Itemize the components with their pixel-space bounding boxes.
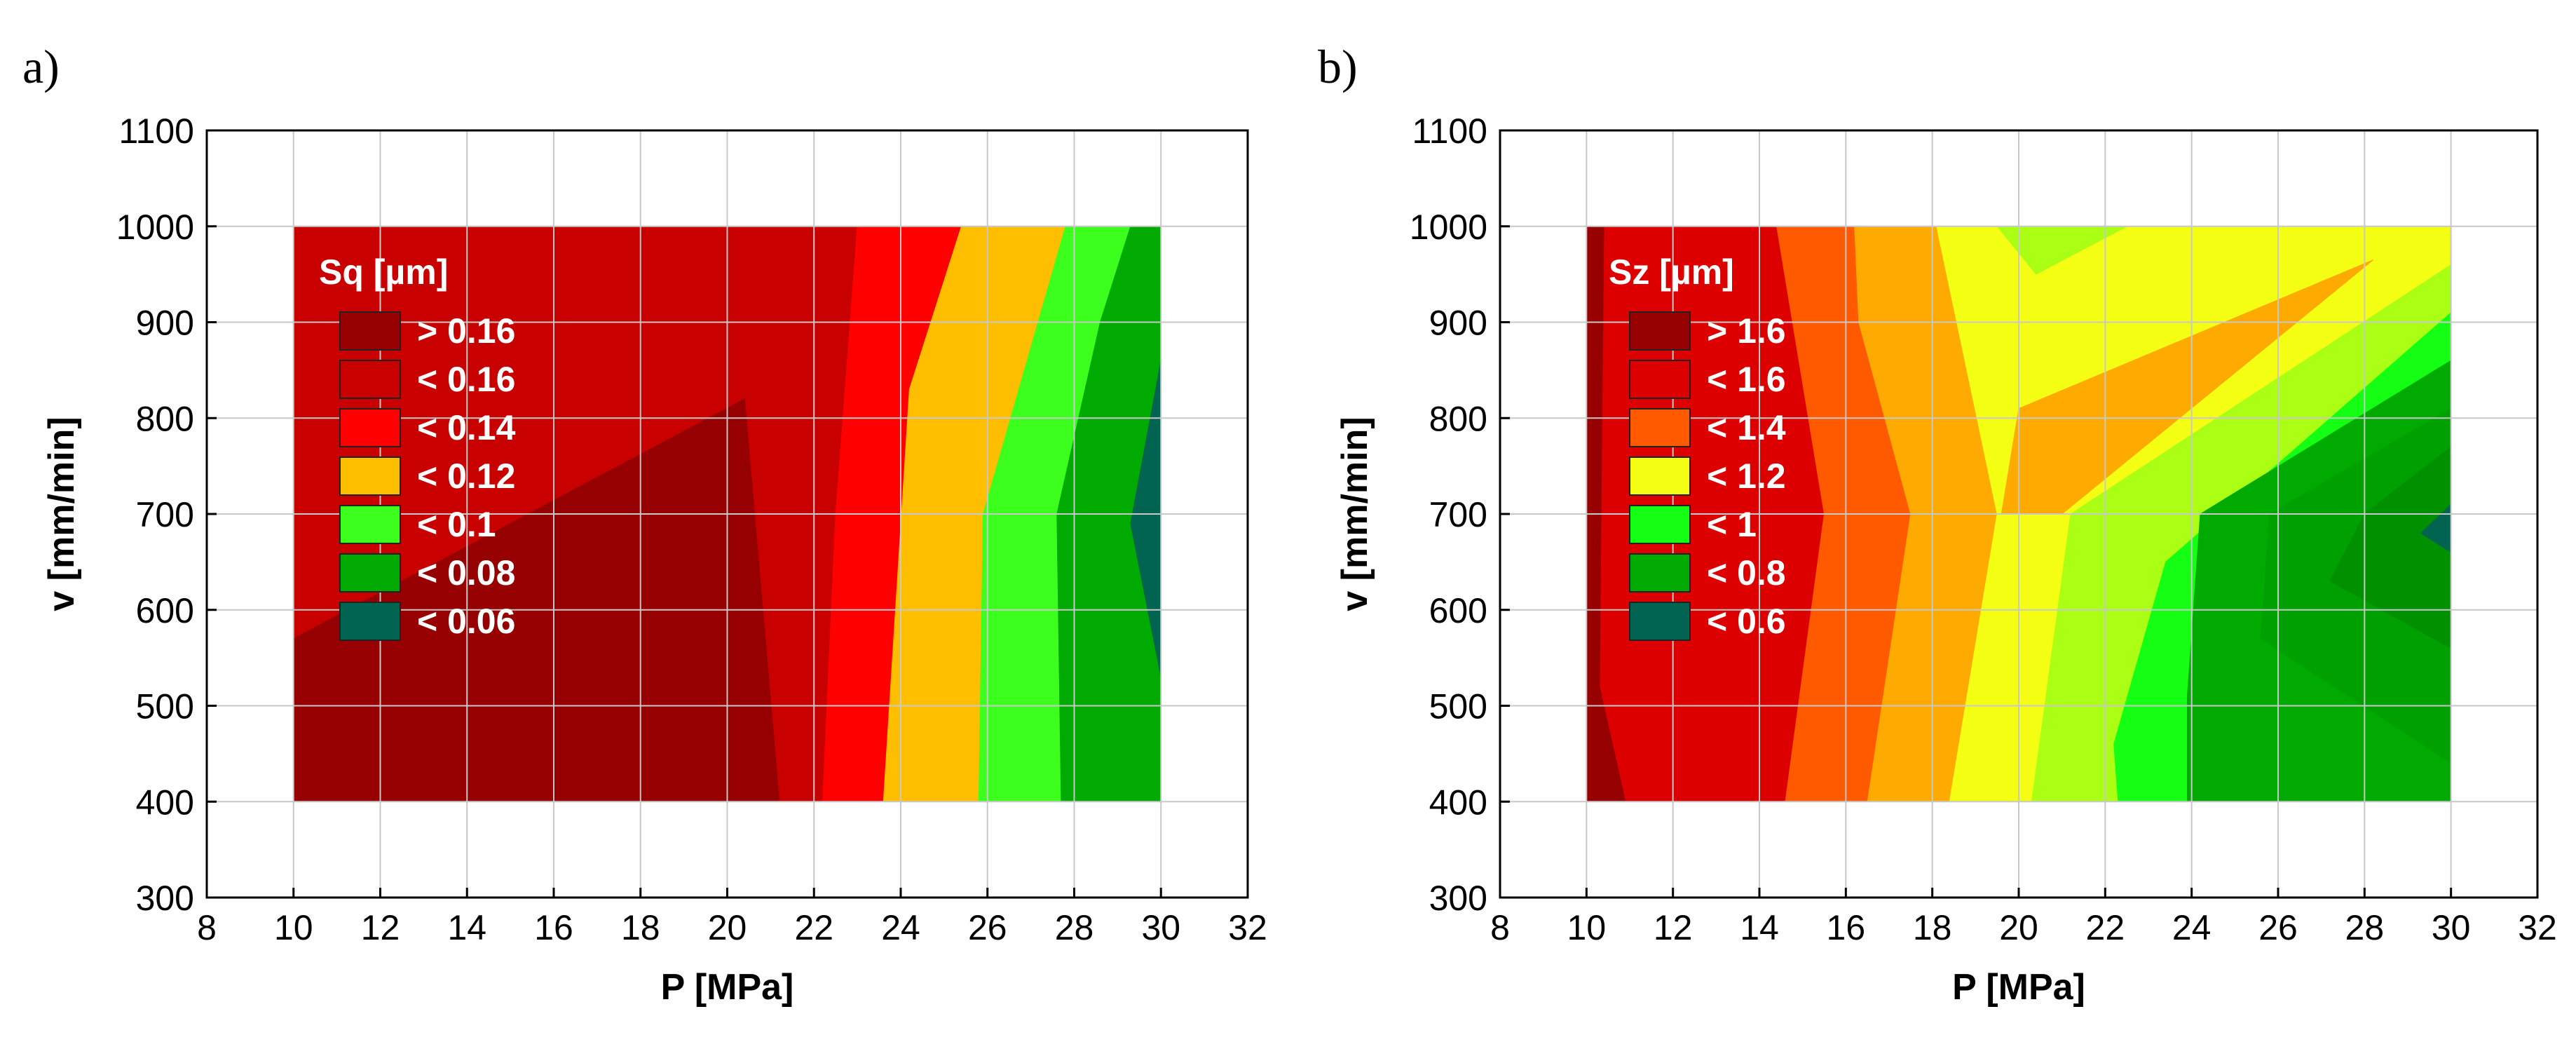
legend-label: > 1.6 xyxy=(1707,311,1786,351)
legend-label: < 0.16 xyxy=(417,360,515,399)
x-tick-label: 20 xyxy=(1999,908,2038,947)
legend-title: Sq [µm] xyxy=(319,252,448,292)
x-tick-label: 18 xyxy=(1913,908,1952,947)
legend-swatch xyxy=(1629,456,1691,496)
y-tick-label: 400 xyxy=(1429,783,1487,822)
x-tick-label: 32 xyxy=(1228,908,1267,947)
legend-label: < 0.6 xyxy=(1707,602,1786,641)
legend-swatch xyxy=(1629,505,1691,544)
y-tick-label: 300 xyxy=(1429,879,1487,918)
x-tick-label: 20 xyxy=(708,908,747,947)
y-tick-label: 800 xyxy=(1429,399,1487,438)
legend-label: > 0.16 xyxy=(417,311,515,351)
x-tick-label: 10 xyxy=(1567,908,1607,947)
x-tick-label: 8 xyxy=(1490,908,1510,947)
legend-swatch xyxy=(339,456,401,496)
legend-swatch xyxy=(339,553,401,593)
legend-label: < 0.8 xyxy=(1707,553,1786,593)
panel-a: a) 8 10 12 14 16 18 20 22 24 26 28 30 32 300 400 500 600 7… xyxy=(22,40,1267,1008)
x-tick-label: 24 xyxy=(881,908,920,947)
x-tick-label: 24 xyxy=(2172,908,2212,947)
y-tick-label: 600 xyxy=(1429,591,1487,630)
legend-swatch xyxy=(339,505,401,544)
y-axis-label: v [mm/min] xyxy=(41,417,82,611)
y-axis-label: v [mm/min] xyxy=(1335,417,1375,611)
legend-swatch xyxy=(1629,553,1691,593)
y-tick-label: 400 xyxy=(136,783,194,822)
x-tick-label: 32 xyxy=(2518,908,2557,947)
panel-label: b) xyxy=(1318,40,1358,93)
y-tick-label: 900 xyxy=(1429,304,1487,343)
x-tick-label: 12 xyxy=(1654,908,1693,947)
x-axis-label: P [MPa] xyxy=(1952,967,2085,1008)
legend-swatch xyxy=(339,360,401,399)
gridlines xyxy=(206,130,1248,898)
x-tick-label: 28 xyxy=(2345,908,2385,947)
x-tick-label: 14 xyxy=(447,908,486,947)
x-axis-label: P [MPa] xyxy=(661,967,794,1008)
x-tick-label: 30 xyxy=(1141,908,1180,947)
legend: Sz [µm] > 1.6 < 1.6 < 1.4 < 1.2 < 1 < 0.8 < 0.6 xyxy=(1609,252,1786,641)
y-tick-label: 900 xyxy=(136,304,194,343)
legend-swatch xyxy=(339,602,401,641)
y-tick-label: 1000 xyxy=(1410,208,1487,247)
y-tick-label: 1100 xyxy=(1412,111,1487,151)
y-tick-label: 500 xyxy=(1429,687,1487,726)
legend: Sq [µm] > 0.16 < 0.16 < 0.14 < 0.12 < 0.1 < 0.… xyxy=(319,252,516,641)
legend-swatch xyxy=(339,311,401,351)
y-tick-label: 500 xyxy=(136,687,194,726)
y-tick-label: 600 xyxy=(136,591,194,630)
legend-swatch xyxy=(1629,602,1691,641)
x-tick-label: 10 xyxy=(274,908,313,947)
x-tick-label: 28 xyxy=(1055,908,1094,947)
legend-label: < 1 xyxy=(1707,505,1757,544)
legend-swatch xyxy=(339,408,401,447)
x-tick-label: 22 xyxy=(794,908,833,947)
legend-label: < 0.08 xyxy=(417,553,515,593)
x-tick-label: 18 xyxy=(621,908,660,947)
y-tick-label: 700 xyxy=(136,495,194,534)
y-tick-label: 1100 xyxy=(118,111,194,151)
y-tick-label: 700 xyxy=(1429,495,1487,534)
y-tick-label: 800 xyxy=(136,399,194,438)
legend-label: < 1.2 xyxy=(1707,456,1786,496)
legend-label: < 1.6 xyxy=(1707,360,1786,399)
panel-b: b) 8 10 12 14 16 18 20 22 24 26 28 30 32 300 400 500 600 7… xyxy=(1318,40,2557,1008)
x-tick-label: 16 xyxy=(1827,908,1866,947)
axis-ticks: 8 10 12 14 16 18 20 22 24 26 28 30 32 300 400 500 600 700… xyxy=(1410,111,2557,947)
x-tick-label: 30 xyxy=(2432,908,2471,947)
x-tick-label: 8 xyxy=(197,908,217,947)
legend-label: < 1.4 xyxy=(1707,408,1786,447)
legend-label: < 0.06 xyxy=(417,602,515,641)
panel-label: a) xyxy=(22,40,60,93)
legend-title: Sz [µm] xyxy=(1609,252,1734,292)
y-tick-label: 1000 xyxy=(116,208,194,247)
axis-ticks: 8 10 12 14 16 18 20 22 24 26 28 30 32 300 400 500 600 700… xyxy=(116,111,1267,947)
x-tick-label: 22 xyxy=(2086,908,2125,947)
legend-swatch xyxy=(1629,408,1691,447)
x-tick-label: 16 xyxy=(534,908,573,947)
legend-swatch xyxy=(1629,360,1691,399)
x-tick-label: 12 xyxy=(361,908,400,947)
x-tick-label: 26 xyxy=(2258,908,2298,947)
x-tick-label: 26 xyxy=(968,908,1007,947)
legend-label: < 0.1 xyxy=(417,505,496,544)
legend-label: < 0.12 xyxy=(417,456,515,496)
legend-label: < 0.14 xyxy=(417,408,516,447)
legend-swatch xyxy=(1629,311,1691,351)
y-tick-label: 300 xyxy=(136,879,194,918)
x-tick-label: 14 xyxy=(1740,908,1779,947)
